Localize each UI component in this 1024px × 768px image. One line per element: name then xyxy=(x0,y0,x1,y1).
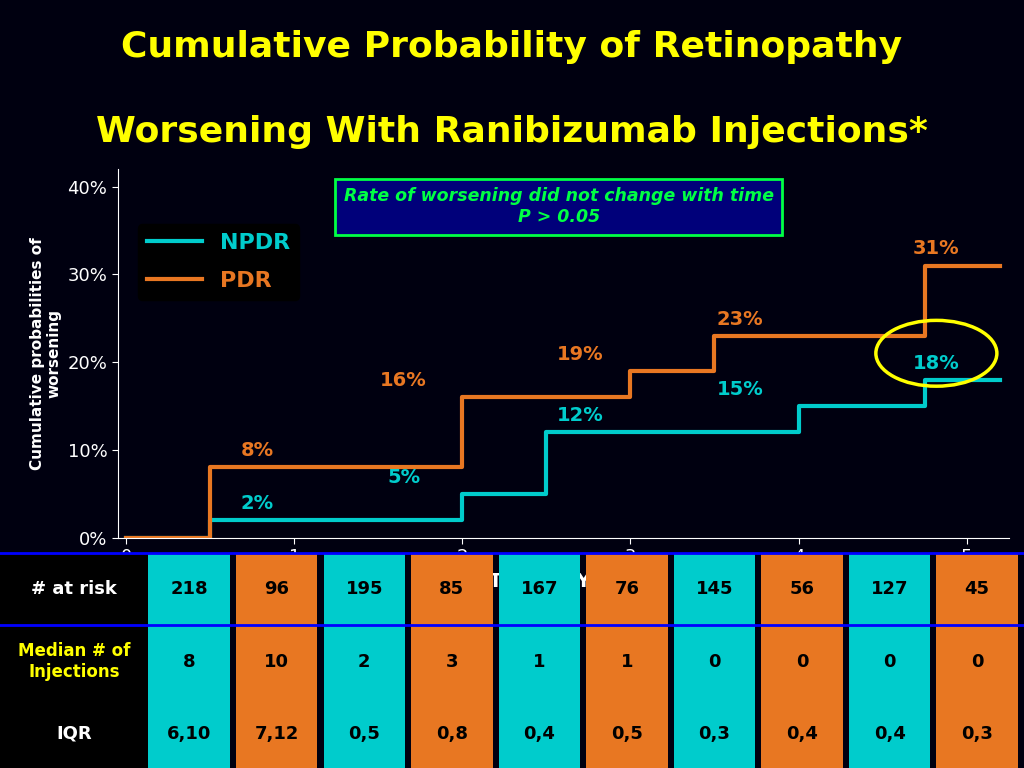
FancyBboxPatch shape xyxy=(586,554,668,624)
FancyBboxPatch shape xyxy=(936,554,1018,624)
Text: 0: 0 xyxy=(709,653,721,670)
Text: 195: 195 xyxy=(345,580,383,598)
Text: 0,4: 0,4 xyxy=(786,724,818,743)
FancyBboxPatch shape xyxy=(936,699,1018,768)
Text: 18%: 18% xyxy=(913,353,959,372)
FancyBboxPatch shape xyxy=(849,699,930,768)
Text: 8%: 8% xyxy=(241,442,273,460)
Text: Cumulative Probability of Retinopathy: Cumulative Probability of Retinopathy xyxy=(122,30,902,65)
Text: 218: 218 xyxy=(170,580,208,598)
Text: 0,3: 0,3 xyxy=(962,724,993,743)
FancyBboxPatch shape xyxy=(674,699,755,768)
FancyBboxPatch shape xyxy=(761,699,843,768)
Text: 0,4: 0,4 xyxy=(873,724,905,743)
FancyBboxPatch shape xyxy=(148,699,229,768)
FancyBboxPatch shape xyxy=(411,699,493,768)
Text: 10: 10 xyxy=(264,653,289,670)
Text: 2: 2 xyxy=(358,653,371,670)
Text: 12%: 12% xyxy=(557,406,603,425)
Text: 6,10: 6,10 xyxy=(167,724,211,743)
Text: 15%: 15% xyxy=(717,380,763,399)
Text: Median # of
Injections: Median # of Injections xyxy=(18,643,130,681)
FancyBboxPatch shape xyxy=(324,554,404,624)
FancyBboxPatch shape xyxy=(761,554,843,624)
Text: 167: 167 xyxy=(520,580,558,598)
FancyBboxPatch shape xyxy=(0,624,148,699)
FancyBboxPatch shape xyxy=(674,554,755,624)
Text: 76: 76 xyxy=(614,580,639,598)
FancyBboxPatch shape xyxy=(499,624,580,699)
Text: IQR: IQR xyxy=(56,724,92,743)
Text: 3: 3 xyxy=(445,653,458,670)
Text: 0,3: 0,3 xyxy=(698,724,730,743)
FancyBboxPatch shape xyxy=(148,554,229,624)
FancyBboxPatch shape xyxy=(411,554,493,624)
Text: 0,5: 0,5 xyxy=(348,724,380,743)
Y-axis label: Cumulative probabilities of
worsening: Cumulative probabilities of worsening xyxy=(30,237,61,470)
FancyBboxPatch shape xyxy=(0,699,148,768)
Text: 5%: 5% xyxy=(387,468,420,487)
FancyBboxPatch shape xyxy=(849,624,930,699)
Text: 0: 0 xyxy=(796,653,808,670)
FancyBboxPatch shape xyxy=(849,554,930,624)
Text: 8: 8 xyxy=(183,653,196,670)
X-axis label: Time in Years: Time in Years xyxy=(489,571,637,591)
Text: 56: 56 xyxy=(790,580,814,598)
Text: 0,5: 0,5 xyxy=(611,724,643,743)
FancyBboxPatch shape xyxy=(499,554,580,624)
Text: 127: 127 xyxy=(870,580,908,598)
FancyBboxPatch shape xyxy=(236,699,317,768)
Text: 23%: 23% xyxy=(717,310,763,329)
FancyBboxPatch shape xyxy=(499,699,580,768)
FancyBboxPatch shape xyxy=(236,624,317,699)
FancyBboxPatch shape xyxy=(411,624,493,699)
Text: 19%: 19% xyxy=(557,345,603,364)
Text: 145: 145 xyxy=(695,580,733,598)
Text: 0: 0 xyxy=(884,653,896,670)
Text: 45: 45 xyxy=(965,580,989,598)
FancyBboxPatch shape xyxy=(674,624,755,699)
Legend: NPDR, PDR: NPDR, PDR xyxy=(138,224,299,300)
Text: 1: 1 xyxy=(534,653,546,670)
Text: 1: 1 xyxy=(621,653,633,670)
Text: Rate of worsening did not change with time
P > 0.05: Rate of worsening did not change with ti… xyxy=(344,187,774,227)
FancyBboxPatch shape xyxy=(586,624,668,699)
Text: 0: 0 xyxy=(971,653,983,670)
Text: 0,8: 0,8 xyxy=(436,724,468,743)
Text: 31%: 31% xyxy=(913,240,959,259)
FancyBboxPatch shape xyxy=(236,554,317,624)
FancyBboxPatch shape xyxy=(0,554,148,624)
Text: 85: 85 xyxy=(439,580,465,598)
Text: # at risk: # at risk xyxy=(32,580,117,598)
Text: 0,4: 0,4 xyxy=(523,724,555,743)
FancyBboxPatch shape xyxy=(761,624,843,699)
Text: 7,12: 7,12 xyxy=(255,724,299,743)
FancyBboxPatch shape xyxy=(936,624,1018,699)
FancyBboxPatch shape xyxy=(324,699,404,768)
Text: 96: 96 xyxy=(264,580,289,598)
FancyBboxPatch shape xyxy=(148,624,229,699)
FancyBboxPatch shape xyxy=(586,699,668,768)
Text: 2%: 2% xyxy=(241,494,273,513)
Text: Worsening With Ranibizumab Injections*: Worsening With Ranibizumab Injections* xyxy=(96,114,928,149)
Text: 16%: 16% xyxy=(380,371,427,390)
FancyBboxPatch shape xyxy=(324,624,404,699)
